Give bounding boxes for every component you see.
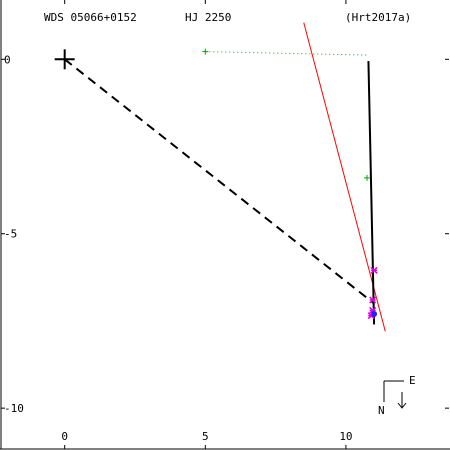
blue-point: [371, 310, 378, 317]
dotted-line: [205, 51, 369, 56]
compass-east-label: E: [409, 374, 416, 387]
x-tick-label: 0: [61, 430, 68, 443]
dashed-line: [64, 58, 375, 305]
header-wds: WDS 05066+0152: [44, 11, 137, 24]
y-tick-label: 0: [4, 53, 11, 66]
header-name: HJ 2250: [185, 11, 231, 24]
x-tick-label: 10: [339, 430, 352, 443]
compass-arrow-head: [397, 402, 407, 409]
orbit-path: [367, 61, 376, 325]
compass: E N: [378, 374, 416, 417]
red-line: [303, 22, 386, 332]
header-ref: (Hrt2017a): [345, 11, 411, 24]
chart-series: [54, 22, 386, 332]
y-tick-label: -10: [4, 402, 24, 415]
x-tick-label: 5: [202, 430, 209, 443]
compass-north-label: N: [378, 404, 385, 417]
y-tick-label: -5: [4, 228, 17, 241]
